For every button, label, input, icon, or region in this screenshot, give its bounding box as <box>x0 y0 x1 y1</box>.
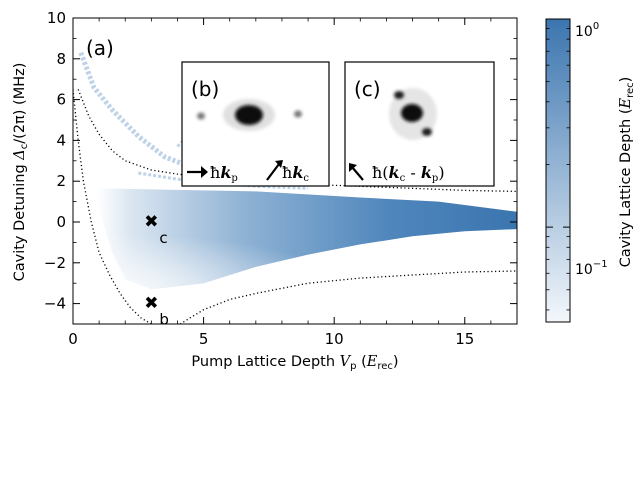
x-axis-unit-sub: rec <box>377 361 393 372</box>
y-tick-label: 4 <box>56 131 66 149</box>
x-tick-label: 5 <box>199 330 209 348</box>
y-tick-label: 10 <box>47 9 66 27</box>
inset-c-image <box>389 88 437 140</box>
inset-b-caption-kc: ħkc <box>282 163 309 184</box>
y-tick-label: 8 <box>56 50 66 68</box>
y-tick-label: −2 <box>44 254 66 272</box>
colorbar-ticks <box>546 18 570 311</box>
inset-b-caption-kp: ħkp <box>210 163 238 184</box>
marker-label-b: b <box>159 311 169 329</box>
inset-b-right-spot <box>294 110 302 118</box>
markers: ✖c✖b <box>144 212 169 329</box>
y-axis-label: Cavity Detuning Δc/(2π) (MHz) <box>12 63 30 282</box>
colorbar-tick-label-mid: 10−1 <box>575 259 608 278</box>
inset-b-label: (b) <box>191 77 219 101</box>
colorbar-label: Cavity Lattice Depth (Erec) <box>618 77 636 268</box>
colorbar-gradient <box>545 18 571 323</box>
plot-frame <box>72 17 518 325</box>
x-axis-ticks: 0 5 10 15 <box>68 18 492 348</box>
inset-c: (c) ħ(kc - kp) <box>344 61 495 187</box>
heatmap-band <box>138 171 309 190</box>
y-tick-label: 6 <box>56 91 66 109</box>
inset-b-left-spot <box>197 112 205 120</box>
heatmap-layer <box>78 51 517 290</box>
marker-label-c: c <box>159 229 167 247</box>
boundary-lower-right-line <box>179 270 517 324</box>
marker-c: ✖ <box>144 212 158 232</box>
y-axis-unit: (MHz) <box>12 63 28 105</box>
boundary-lower-line <box>73 89 152 324</box>
x-axis-label-text: Pump Lattice Depth <box>191 354 335 370</box>
colorbar: 100 10−1 Cavity Lattice Depth (Erec) <box>545 18 636 323</box>
y-axis-symbol: Δ <box>12 149 28 160</box>
y-axis-label-text: Cavity Detuning <box>12 164 28 281</box>
inset-c-caption-text: ħ(kc - kp) <box>372 163 445 184</box>
x-axis-label: Pump Lattice Depth Vp (Erec) <box>191 354 398 372</box>
inset-c-caption: ħ(kc - kp) <box>349 163 445 184</box>
heatmap-region-fade <box>96 188 517 290</box>
inset-b-arrowhead-icon <box>201 166 208 178</box>
y-tick-label: 0 <box>56 213 66 231</box>
colorbar-tick-label-top: 100 <box>575 21 599 40</box>
inset-b-arrow-diagonal-icon <box>266 163 280 181</box>
x-tick-label: 10 <box>325 330 344 348</box>
inset-c-label: (c) <box>354 77 381 101</box>
inset-b: (b) ħkp ħkc <box>181 61 330 187</box>
y-axis-ticks: −4 −2 0 2 4 6 8 10 <box>44 9 517 325</box>
y-tick-label: 2 <box>56 172 66 190</box>
x-axis-symbol: V <box>340 354 352 370</box>
x-axis-symbol-sub: p <box>350 361 356 372</box>
x-tick-label: 0 <box>68 330 78 348</box>
x-axis-unit-symbol: E <box>366 354 378 370</box>
panel-label-a: (a) <box>86 36 114 60</box>
marker-b: ✖ <box>144 294 158 314</box>
inset-c-arrow-diagonal-icon <box>351 166 364 181</box>
y-tick-label: −4 <box>44 295 66 313</box>
boundary-lines <box>73 89 517 324</box>
inset-b-arrowhead-diagonal-icon <box>275 160 283 168</box>
x-tick-label: 15 <box>455 330 474 348</box>
inset-c-arrowhead-icon <box>349 163 357 172</box>
inset-b-image <box>197 99 302 131</box>
inset-b-caption: ħkp ħkc <box>187 160 309 184</box>
y-axis-div: /(2π) <box>12 110 28 144</box>
y-axis-symbol-sub: c <box>19 144 30 150</box>
